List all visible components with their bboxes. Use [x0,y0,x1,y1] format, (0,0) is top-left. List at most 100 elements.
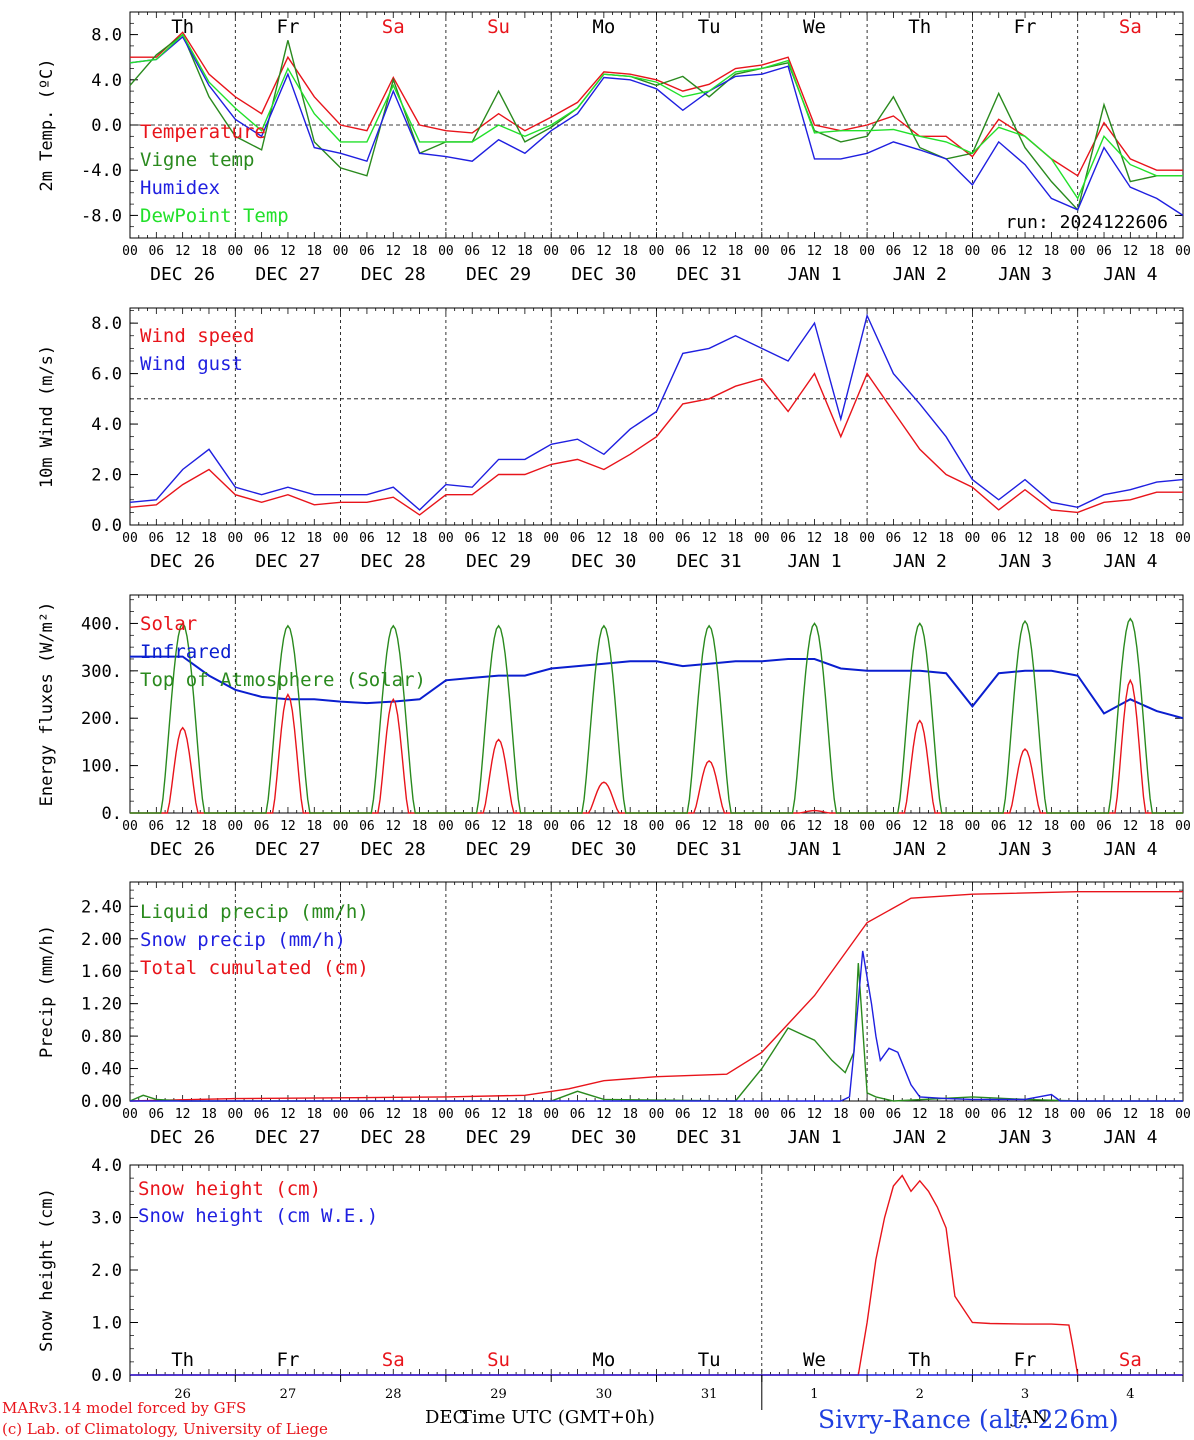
legend-entry: Vigne temp [140,149,254,171]
date-label: DEC 26 [150,839,215,860]
hour-label: 00 [227,819,243,834]
hour-label: 00 [1175,1107,1191,1122]
hour-label: 06 [570,531,586,546]
y-tick-label: 0.80 [81,1027,122,1047]
y-tick-label: 200. [81,709,122,729]
hour-label: 18 [1149,244,1165,259]
hour-label: 12 [175,531,191,546]
hour-label: 06 [570,244,586,259]
run-annotation: run: 2024122606 [1005,212,1168,233]
hour-label: 00 [543,819,559,834]
hour-label: 00 [438,819,454,834]
bottom-date-number: 2 [916,1387,924,1402]
hour-label: 00 [1175,531,1191,546]
date-label: DEC 31 [677,1127,742,1148]
hour-label: 18 [622,819,638,834]
bottom-date-number: 30 [596,1387,613,1402]
model-credit: MARv3.14 model forced by GFS [2,1399,246,1417]
hour-label: 06 [359,244,375,259]
hour-label: 06 [780,1107,796,1122]
date-label: JAN 4 [1103,1127,1157,1148]
y-axis-title: Energy fluxes (W/m²) [37,602,57,807]
day-name-top: Th [171,16,194,38]
day-name-bottom: We [803,1349,826,1371]
hour-label: 12 [491,1107,507,1122]
hour-label: 18 [517,531,533,546]
legend-entry: Top of Atmosphere (Solar) [140,669,426,691]
y-tick-label: 100. [81,757,122,777]
date-label: JAN 4 [1103,551,1157,572]
date-label: DEC 31 [677,551,742,572]
hour-label: 00 [333,1107,349,1122]
lab-credit: (c) Lab. of Climatology, University of L… [2,1420,328,1438]
hour-label: 12 [701,819,717,834]
date-label: DEC 30 [571,1127,636,1148]
hour-label: 06 [780,244,796,259]
hour-label: 00 [649,244,665,259]
y-tick-label: 1.0 [91,1314,122,1334]
x-axis-title: Time UTC (GMT+0h) [460,1407,655,1428]
hour-label: 06 [359,1107,375,1122]
hour-label: 18 [833,1107,849,1122]
date-label: JAN 1 [787,264,841,285]
hour-label: 12 [807,531,823,546]
y-tick-label: 0. [102,804,122,824]
hour-label: 06 [886,244,902,259]
hour-label: 12 [701,1107,717,1122]
month-left-label: DEC [425,1407,466,1428]
hour-label: 06 [254,1107,270,1122]
hour-label: 06 [359,531,375,546]
date-label: DEC 27 [255,1127,320,1148]
hour-label: 12 [912,244,928,259]
hour-label: 12 [385,819,401,834]
date-label: DEC 27 [255,839,320,860]
hour-label: 06 [464,244,480,259]
hour-label: 00 [859,819,875,834]
hour-label: 00 [227,1107,243,1122]
y-tick-label: 400. [81,614,122,634]
station-name: Sivry-Rance (alt. 226m) [818,1405,1119,1434]
bottom-date-number: 4 [1126,1387,1134,1402]
hour-label: 18 [622,531,638,546]
hour-label: 18 [1044,819,1060,834]
y-tick-label: 1.20 [81,995,122,1015]
day-name-top: Mo [592,16,615,38]
hour-label: 00 [1175,819,1191,834]
day-name-bottom: Mo [592,1349,615,1371]
hour-label: 06 [254,244,270,259]
hour-label: 06 [570,1107,586,1122]
hour-label: 06 [148,819,164,834]
hour-label: 00 [333,819,349,834]
legend-entry: Total cumulated (cm) [140,957,369,979]
hour-label: 06 [148,531,164,546]
date-label: DEC 29 [466,839,531,860]
legend-entry: Snow height (cm) [138,1178,321,1200]
day-name-bottom: Fr [1014,1349,1037,1371]
hour-label: 18 [201,1107,217,1122]
day-name-bottom: Sa [382,1349,405,1371]
date-label: DEC 27 [255,264,320,285]
hour-label: 00 [859,1107,875,1122]
hour-label: 00 [122,819,138,834]
date-label: JAN 3 [998,839,1052,860]
y-tick-label: 2.00 [81,930,122,950]
hour-label: 12 [1017,819,1033,834]
hour-label: 00 [1070,819,1086,834]
hour-label: 00 [333,531,349,546]
hour-label: 18 [938,819,954,834]
hour-label: 00 [543,1107,559,1122]
legend-entry: Infrared [140,641,232,663]
hour-label: 12 [1017,1107,1033,1122]
hour-label: 18 [1149,1107,1165,1122]
hour-label: 12 [175,819,191,834]
date-label: JAN 2 [893,839,947,860]
hour-label: 00 [649,531,665,546]
legend-entry: Solar [140,613,197,635]
hour-label: 12 [807,1107,823,1122]
hour-label: 00 [965,531,981,546]
month-right-label: JAN [1010,1407,1048,1428]
date-label: DEC 28 [361,551,426,572]
hour-label: 00 [965,244,981,259]
